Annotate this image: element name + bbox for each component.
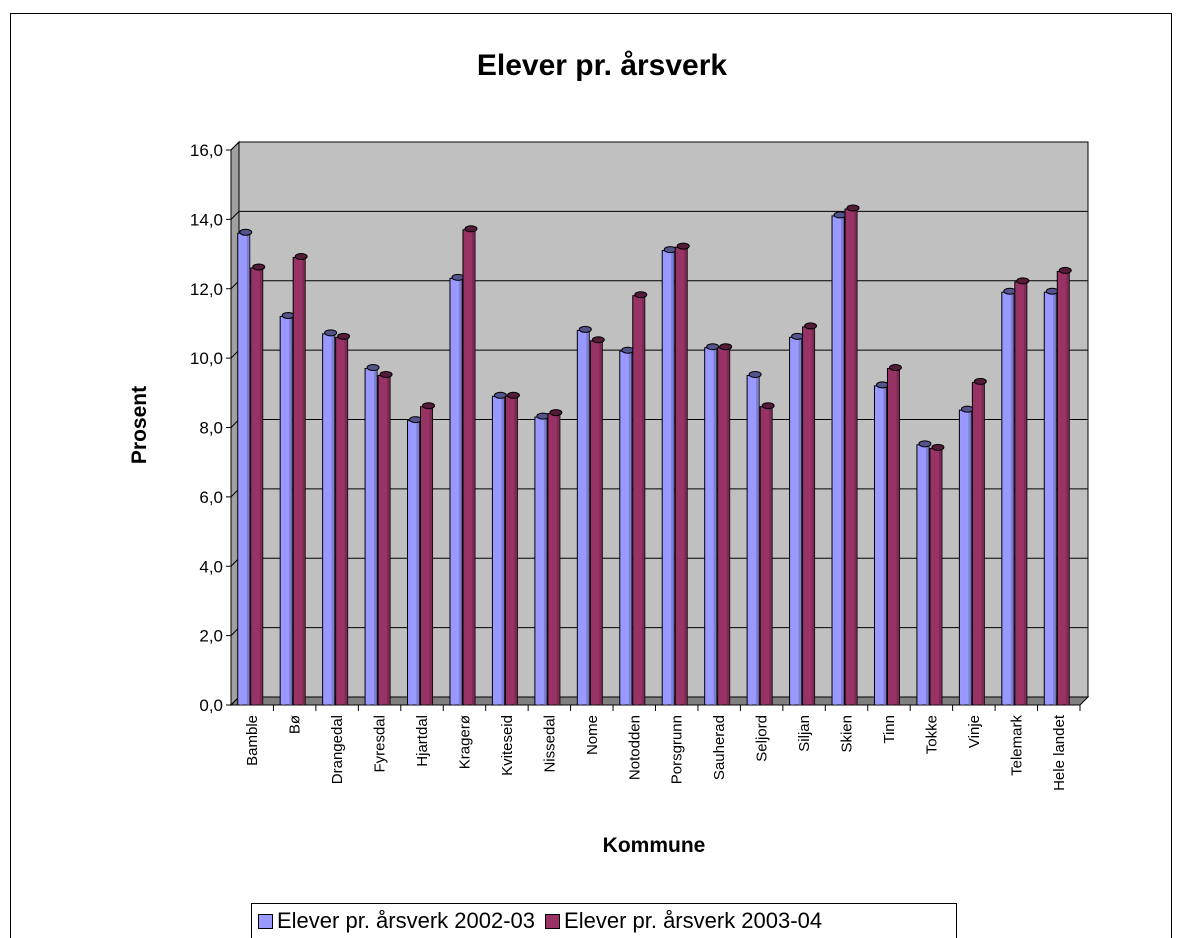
bars xyxy=(237,204,1072,706)
bar-Porsgrunn-2002-03 xyxy=(661,246,677,706)
bar-Vinje-2003-04 xyxy=(971,377,987,706)
y-axis-title: Prosent xyxy=(128,386,151,464)
bar-Bamble-2003-04 xyxy=(250,263,266,706)
y-tick-label: 10,0 xyxy=(190,349,223,368)
bar-Hjartdal-2003-04 xyxy=(420,402,436,706)
y-tick-label: 0,0 xyxy=(199,696,223,715)
bar-Nome-2002-03 xyxy=(576,325,592,706)
bar-Bø-2002-03 xyxy=(279,312,295,706)
bar-Porsgrunn-2003-04 xyxy=(674,242,690,706)
legend: Elever pr. årsverk 2002-03 Elever pr. år… xyxy=(251,903,957,938)
x-tick-label: Notodden xyxy=(626,715,643,780)
bar-Siljan-2003-04 xyxy=(802,322,818,706)
bar-Notodden-2003-04 xyxy=(632,291,648,706)
x-tick-label: Skien xyxy=(839,715,856,753)
chart-title: Elever pr. årsverk xyxy=(477,49,728,82)
bar-Seljord-2003-04 xyxy=(759,402,775,706)
y-tick-label: 8,0 xyxy=(199,419,223,438)
x-tick-label: Fyresdal xyxy=(372,715,389,773)
bar-Notodden-2002-03 xyxy=(619,346,635,706)
x-tick-label: Vinje xyxy=(966,715,983,748)
bar-Drangedal-2003-04 xyxy=(335,332,351,706)
chart-frame xyxy=(10,13,1172,938)
bar-Nome-2003-04 xyxy=(589,336,605,706)
y-tick-label: 16,0 xyxy=(190,141,223,160)
bar-Sauherad-2002-03 xyxy=(704,343,720,706)
bar-Tinn-2002-03 xyxy=(873,381,889,706)
bar-Vinje-2002-03 xyxy=(958,405,974,706)
bar-Skien-2003-04 xyxy=(844,204,860,706)
x-tick-label: Seljord xyxy=(754,715,771,762)
bar-Kragerø-2003-04 xyxy=(462,225,478,706)
bar-Skien-2002-03 xyxy=(831,211,847,706)
bar-Nissedal-2003-04 xyxy=(547,409,563,706)
bar-Telemark-2003-04 xyxy=(1014,277,1030,706)
x-tick-label: Kviteseid xyxy=(499,715,516,776)
bar-Tinn-2003-04 xyxy=(886,364,902,706)
bar-Hele landet-2002-03 xyxy=(1043,287,1059,706)
x-tick-label: Nissedal xyxy=(541,715,558,773)
bar-Telemark-2002-03 xyxy=(1001,287,1017,706)
x-tick-label: Kragerø xyxy=(456,715,473,769)
x-tick-label: Tinn xyxy=(881,715,898,744)
bar-Kragerø-2002-03 xyxy=(449,273,465,706)
bar-Kviteseid-2003-04 xyxy=(504,391,520,706)
bar-Bø-2003-04 xyxy=(292,253,308,706)
x-tick-label: Nome xyxy=(584,715,601,755)
x-tick-label: Siljan xyxy=(796,715,813,752)
x-tick-label: Hele landet xyxy=(1051,714,1068,791)
y-tick-label: 6,0 xyxy=(199,488,223,507)
x-tick-label: Tokke xyxy=(923,715,940,754)
legend-item-2003-04: Elever pr. årsverk 2003-04 xyxy=(545,908,822,934)
bar-Hjartdal-2002-03 xyxy=(407,416,423,706)
legend-label-2002-03: Elever pr. årsverk 2002-03 xyxy=(277,908,536,933)
bar-Tokke-2003-04 xyxy=(929,443,945,706)
bar-Drangedal-2002-03 xyxy=(322,329,338,706)
x-axis-labels: Bamble Bø Drangedal Fyresdal Hjartdal Kragerø… xyxy=(244,705,1081,791)
legend-swatch-2002-03 xyxy=(258,913,273,929)
bar-Nissedal-2002-03 xyxy=(534,412,550,706)
gridline-depth xyxy=(230,141,240,151)
y-tick-label: 2,0 xyxy=(199,627,223,646)
y-tick-label: 4,0 xyxy=(199,557,223,576)
bar-Seljord-2002-03 xyxy=(746,370,762,706)
bar-Fyresdal-2003-04 xyxy=(377,370,393,706)
y-tick-label: 14,0 xyxy=(190,210,223,229)
y-tick-label: 12,0 xyxy=(190,280,223,299)
bar-Hele landet-2003-04 xyxy=(1056,266,1072,706)
legend-item-2002-03: Elever pr. årsverk 2002-03 xyxy=(258,908,535,934)
x-tick-label: Bamble xyxy=(244,715,261,766)
legend-label-2003-04: Elever pr. årsverk 2003-04 xyxy=(564,908,823,933)
bar-Bamble-2002-03 xyxy=(237,228,253,706)
x-tick-label: Hjartdal xyxy=(414,715,431,767)
x-tick-label: Drangedal xyxy=(329,715,346,784)
legend-swatch-2003-04 xyxy=(545,913,561,929)
bar-Kviteseid-2002-03 xyxy=(491,391,507,706)
bar-Fyresdal-2002-03 xyxy=(364,364,380,706)
bar-Sauherad-2003-04 xyxy=(717,343,733,706)
bar-Siljan-2002-03 xyxy=(789,332,805,706)
x-tick-label: Sauherad xyxy=(711,715,728,780)
x-tick-label: Bø xyxy=(287,715,304,734)
x-tick-label: Telemark xyxy=(1008,715,1025,776)
x-tick-label: Porsgrunn xyxy=(669,715,686,784)
gridline-depth xyxy=(230,211,240,220)
bar-Tokke-2002-03 xyxy=(916,440,932,706)
x-axis-title: Kommune xyxy=(603,834,706,857)
